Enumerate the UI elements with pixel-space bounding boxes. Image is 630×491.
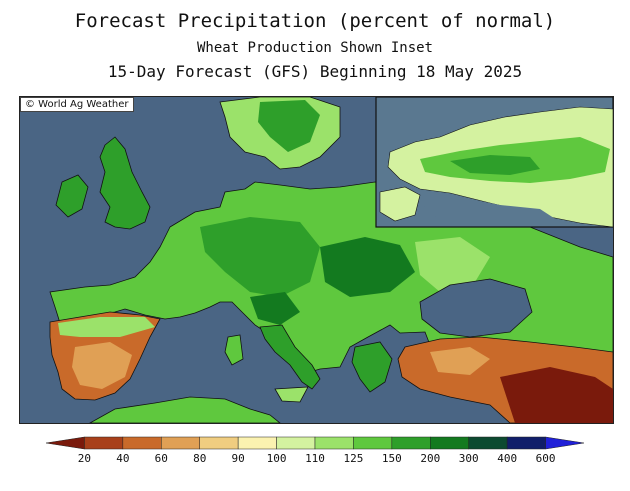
legend-color-swatch	[237, 436, 277, 450]
turkey-moderate-dry-region	[430, 347, 490, 375]
legend-tick-label: 150	[382, 452, 402, 465]
wheat-production-inset	[375, 97, 613, 228]
land-north-africa	[89, 396, 281, 423]
legend-color-swatch	[391, 436, 431, 450]
legend-color-swatch	[314, 436, 354, 450]
legend-color-swatch	[545, 436, 585, 450]
legend-tick-label: 600	[536, 452, 556, 465]
chart-title: Forecast Precipitation (percent of norma…	[74, 10, 556, 32]
legend-color-swatch	[276, 436, 316, 450]
central-europe-wet-region	[200, 217, 320, 297]
legend-tick-label: 90	[232, 452, 245, 465]
legend-color-swatch	[199, 436, 239, 450]
eastern-europe-light-region	[415, 237, 490, 292]
legend-tick-label: 40	[116, 452, 129, 465]
inset-wheat-core	[450, 155, 540, 175]
legend-color-swatch	[353, 436, 393, 450]
legend-color-swatch	[45, 436, 85, 450]
legend-color-swatch	[122, 436, 162, 450]
land-italy	[259, 324, 321, 390]
legend-tick-label: 100	[267, 452, 287, 465]
land-sicily	[274, 386, 309, 403]
legend-tick-label: 110	[305, 452, 325, 465]
legend-color-swatch	[506, 436, 546, 450]
map-canvas	[20, 97, 613, 423]
copyright-label: © World Ag Weather	[20, 97, 134, 112]
legend-color-swatch	[84, 436, 124, 450]
eastern-europe-very-wet-region	[320, 237, 415, 297]
legend-color-swatch	[468, 436, 508, 450]
legend-tick-label: 125	[343, 452, 363, 465]
turkey-extreme-dry-region	[500, 367, 613, 423]
land-greece	[351, 341, 393, 393]
land-sardinia	[224, 334, 244, 366]
land-ireland	[55, 174, 89, 218]
forecast-period: 15-Day Forecast (GFS) Beginning 18 May 2…	[107, 62, 523, 81]
land-great-britain	[99, 136, 151, 230]
legend-tick-label: 80	[193, 452, 206, 465]
legend-tick-label: 400	[497, 452, 517, 465]
legend-color-swatch	[430, 436, 469, 450]
alps-very-wet-region	[250, 292, 300, 325]
iberia-green-north	[58, 317, 155, 337]
iberia-dry-core	[72, 342, 132, 389]
inset-iberia	[379, 186, 421, 222]
legend-tick-label: 60	[155, 452, 168, 465]
scandinavia-wet-band	[258, 100, 320, 152]
legend-color-swatch	[161, 436, 200, 450]
black-sea	[419, 278, 533, 338]
chart-subtitle: Wheat Production Shown Inset	[196, 40, 433, 56]
inset-mediterranean-sea	[420, 197, 560, 225]
precipitation-color-legend: 20 40 60 80 90 100 110 125 150 200 300 400 600	[45, 436, 585, 465]
legend-tick-label: 200	[420, 452, 440, 465]
legend-tick-label: 20	[78, 452, 91, 465]
legend-tick-label: 300	[459, 452, 479, 465]
precipitation-map	[19, 96, 614, 424]
